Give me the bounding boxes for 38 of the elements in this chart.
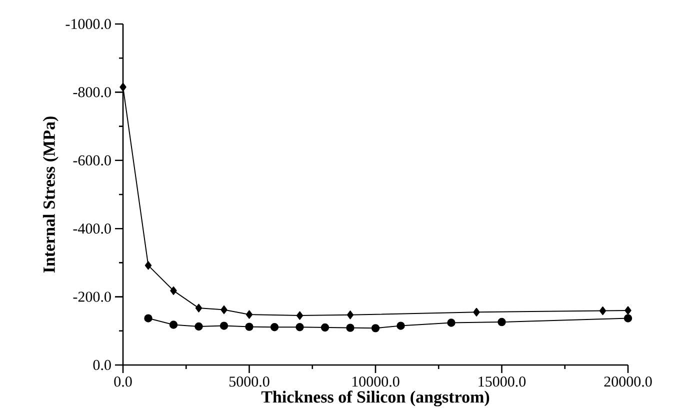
point [624,314,632,322]
point [194,322,203,331]
point [320,323,330,332]
y-tick-label: -800.0 [73,87,111,98]
y-tick-label: -200.0 [73,292,111,302]
point [371,324,380,332]
y-axis-title: Internal Stress (MPa) [42,116,58,273]
point [220,322,228,330]
point [447,318,456,327]
point [296,311,304,320]
y-tick-label: -1000.0 [66,18,111,30]
x-tick-label: 0.0 [114,376,132,387]
point [296,323,304,332]
point [144,314,152,322]
point [169,320,178,329]
y-tick-label: -600.0 [73,155,111,166]
point [346,324,354,332]
point [270,323,279,332]
x-tick-label: 15000.0 [478,376,526,387]
y-tick-label: 0.0 [93,360,111,370]
point [120,82,126,92]
point [220,305,228,314]
point [195,304,202,312]
x-tick-label: 5000.0 [230,376,270,387]
point [498,318,506,326]
x-axis-title: Thickness of Silicon (angstrom) [261,390,490,406]
point [473,308,480,316]
x-tick-label: 20000.0 [604,376,652,387]
x-tick-label: 10000.0 [352,376,400,387]
point [144,261,152,270]
point [245,322,254,331]
point [624,306,632,315]
point [599,306,606,316]
point [170,286,177,295]
point [346,310,354,320]
point [396,322,405,330]
point [246,310,253,319]
y-tick-label: -400.0 [73,224,111,234]
